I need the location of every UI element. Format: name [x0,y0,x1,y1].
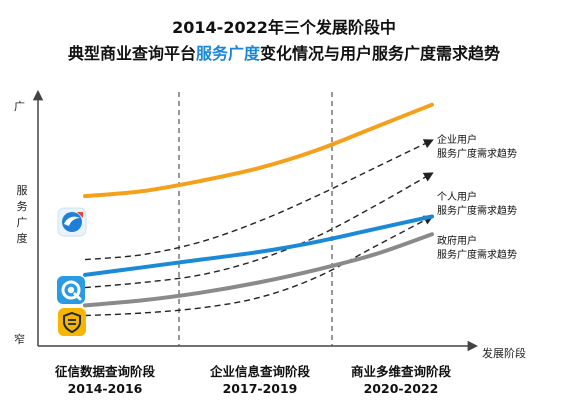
chart-title-suffix: 变化情况与用户服务广度需求趋势 [260,44,500,63]
y-axis-bottom-label: 窄 [14,332,25,346]
chart-title-line-1: 2014-2022年三个发展阶段中 [172,18,396,37]
platform-3-series-line [83,232,434,308]
stage-2-years: 2017-2019 [223,381,298,396]
annotation-personal-line-1: 个人用户 [437,190,477,203]
blue-q-platform-logo-icon [57,276,85,304]
chart-title-prefix: 典型商业查询平台 [68,44,196,63]
stage-1-years: 2014-2016 [68,381,143,396]
stage-1-name: 征信数据查询阶段 [55,364,156,379]
orange-blue-platform-logo-icon [57,207,87,237]
annotation-government-line-1: 政府用户 [437,234,477,247]
y-axis-top-label: 广 [14,100,25,113]
chart-title-highlight: 服务广度 [196,44,261,63]
annotation-government-line-2: 服务广度需求趋势 [437,248,517,261]
annotation-personal-line-2: 服务广度需求趋势 [437,204,517,217]
enterprise-demand-trend-line [84,139,434,261]
government-demand-trend-line [84,215,434,317]
chart-title-line-2: 典型商业查询平台服务广度变化情况与用户服务广度需求趋势 [68,44,500,63]
stage-2-name: 企业信息查询阶段 [209,364,311,379]
platform-2-series-line [83,214,434,277]
annotation-enterprise-line-2: 服务广度需求趋势 [437,147,517,160]
personal-demand-trend-line [84,172,434,289]
yellow-shield-platform-logo-icon [58,308,86,336]
stage-3-years: 2020-2022 [364,381,439,396]
stage-3-name: 商业多维查询阶段 [351,364,452,379]
x-axis-title: 发展阶段 [482,346,526,360]
y-axis-title: 服务广度 [17,184,28,245]
annotation-enterprise-line-1: 企业用户 [437,133,477,146]
platform-1-series-line [83,102,434,199]
series-layer [83,102,434,317]
